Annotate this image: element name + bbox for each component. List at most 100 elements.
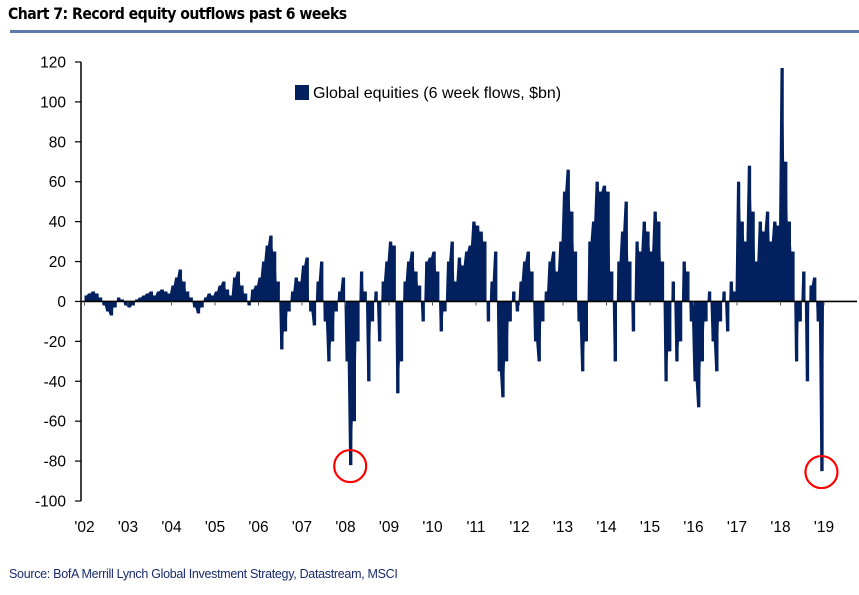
data-bar xyxy=(668,301,672,352)
data-bar xyxy=(124,301,128,306)
data-bar xyxy=(537,301,541,362)
data-bar xyxy=(349,301,353,466)
data-bar xyxy=(146,293,150,302)
data-bar xyxy=(465,251,469,302)
data-bar xyxy=(421,301,425,322)
data-bar xyxy=(356,301,360,342)
data-bar xyxy=(95,293,99,302)
data-bar xyxy=(142,295,146,302)
data-bar xyxy=(715,301,719,372)
data-bar xyxy=(795,301,799,362)
data-bar xyxy=(175,277,179,302)
x-tick-label: '10 xyxy=(422,519,443,536)
data-bar xyxy=(273,251,277,302)
data-bar xyxy=(639,251,643,302)
data-bar xyxy=(102,301,106,306)
data-bar xyxy=(211,295,215,302)
data-bar xyxy=(747,165,752,302)
data-bar xyxy=(186,291,190,302)
data-bar xyxy=(697,301,701,408)
data-bar xyxy=(617,261,621,302)
chart-title: Chart 7: Record equity outflows past 6 w… xyxy=(8,4,347,23)
x-tick-label: '06 xyxy=(248,519,268,536)
data-bar xyxy=(323,301,328,322)
data-bar xyxy=(686,271,690,302)
data-bar xyxy=(566,169,570,302)
data-bar xyxy=(737,181,741,302)
data-bar xyxy=(200,301,204,308)
data-bar xyxy=(291,291,295,302)
data-bar xyxy=(334,301,338,312)
y-tick-label: 20 xyxy=(49,254,67,271)
y-tick-label: -20 xyxy=(44,334,67,351)
data-bar xyxy=(341,277,346,302)
data-bar xyxy=(360,271,364,302)
data-bar xyxy=(744,241,748,302)
data-bar xyxy=(505,301,509,362)
data-bar xyxy=(305,257,309,302)
data-bar xyxy=(160,289,164,302)
data-bar xyxy=(592,221,596,302)
data-bar xyxy=(428,257,433,302)
data-bar xyxy=(664,301,668,382)
data-bar xyxy=(798,301,802,322)
data-bar xyxy=(693,301,697,382)
data-bar xyxy=(225,289,230,302)
x-tick-label: '07 xyxy=(292,519,312,536)
data-bar xyxy=(439,301,444,332)
source-note: Source: BofA Merrill Lynch Global Invest… xyxy=(9,567,398,581)
data-bar xyxy=(131,301,135,306)
data-bar xyxy=(802,271,806,302)
data-bar xyxy=(704,301,708,322)
data-bar xyxy=(294,277,299,302)
data-bar xyxy=(204,297,208,302)
data-bar xyxy=(816,301,821,322)
data-bar xyxy=(494,251,498,302)
data-bar xyxy=(581,301,585,372)
x-tick-label: '14 xyxy=(596,519,617,536)
y-tick-label: 100 xyxy=(40,94,66,111)
data-bar xyxy=(138,297,143,302)
data-bar xyxy=(755,261,759,302)
x-tick-label: '05 xyxy=(205,519,225,536)
data-bar xyxy=(515,301,520,312)
y-tick-label: -80 xyxy=(44,454,67,471)
data-bar xyxy=(573,251,578,302)
data-bar xyxy=(171,285,175,302)
data-bar xyxy=(258,277,262,302)
data-bar xyxy=(689,301,694,322)
data-bar xyxy=(682,261,686,302)
data-bar xyxy=(302,265,306,302)
data-bar xyxy=(450,241,454,302)
y-tick-label: -100 xyxy=(35,494,66,511)
data-bar xyxy=(523,261,527,302)
data-bar xyxy=(389,241,393,302)
data-bar xyxy=(244,293,248,302)
data-bar xyxy=(606,191,610,302)
data-bar xyxy=(483,241,487,302)
data-bar xyxy=(624,201,628,302)
data-bar xyxy=(671,281,676,302)
data-bar xyxy=(327,301,331,362)
data-bar xyxy=(468,245,473,302)
data-bar xyxy=(109,301,114,316)
data-bar xyxy=(577,301,581,322)
data-bar xyxy=(610,271,614,302)
data-bar xyxy=(233,277,237,302)
data-bar xyxy=(660,261,665,302)
data-bar xyxy=(182,281,186,302)
data-bar xyxy=(196,301,201,314)
data-bar xyxy=(189,297,193,302)
data-bar xyxy=(635,241,639,302)
highlight-circle xyxy=(333,448,368,484)
data-bar xyxy=(519,281,523,302)
data-bar xyxy=(262,261,266,302)
x-tick-label: '12 xyxy=(509,519,529,536)
data-bar xyxy=(805,301,810,382)
data-bar xyxy=(675,301,679,362)
data-bar xyxy=(708,291,712,302)
x-tick-label: '17 xyxy=(727,519,747,536)
data-bar xyxy=(766,211,770,302)
data-bar xyxy=(526,251,531,302)
data-bar xyxy=(215,291,219,302)
